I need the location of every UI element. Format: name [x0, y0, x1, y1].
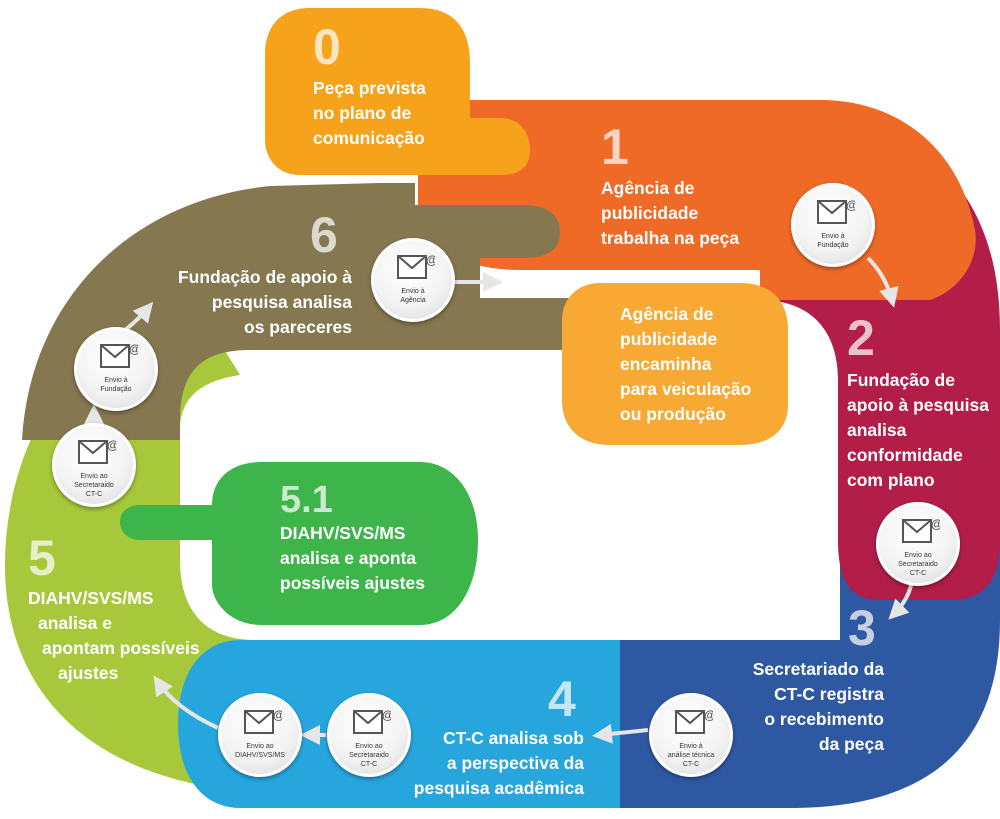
step-5-1-line-1: DIAHV/SVS/MS: [280, 523, 406, 543]
email-envelope-icon: @: [675, 708, 713, 734]
envelope-badge-7-caption: Envio à Fundação: [100, 377, 132, 393]
step-5-line-1: DIAHV/SVS/MS: [28, 588, 154, 608]
step-2-number: 2: [847, 310, 875, 366]
step-3-line-2: CT-C registra: [774, 684, 884, 704]
email-envelope-icon: @: [397, 253, 435, 279]
step-5-line-4: ajustes: [58, 663, 119, 683]
arrow-e1-to-step2: [866, 256, 899, 308]
email-envelope-icon: @: [817, 198, 855, 224]
step-6-label: Fundação de apoio à pesquisa analisa os …: [140, 265, 352, 340]
step-3-line-4: da peça: [818, 734, 884, 754]
envelope-badge-3-caption: Envio à análise técnica CT-C: [667, 743, 715, 768]
step-2-label: Fundação de apoio à pesquisa analisa con…: [847, 368, 989, 493]
step-4-number: 4: [548, 671, 576, 727]
step-5-1-label: DIAHV/SVS/MS analisa e aponta possíveis …: [280, 521, 425, 596]
email-envelope-icon: @: [353, 708, 391, 734]
step-6-number: 6: [310, 207, 338, 263]
step-5-1-line-2: analisa e aponta: [280, 548, 417, 568]
envelope-badge-8-caption: Envio à Agência: [400, 288, 426, 304]
step-3-line-1: Secretariado da: [752, 659, 884, 679]
svg-text:@: @: [107, 438, 116, 452]
side-note-line-2: publicidade: [620, 329, 718, 349]
step-2-line-1: Fundação de: [847, 370, 955, 390]
step-6-line-2: pesquisa analisa: [211, 292, 352, 312]
arrow-e3-to-step4: [592, 723, 649, 744]
envelope-badge-4-caption: Envio ao Secretaraido CT-C: [349, 743, 389, 768]
arrow-e5-to-step5: [153, 675, 219, 730]
svg-text:@: @: [129, 342, 138, 356]
step-3-number: 3: [848, 600, 876, 656]
side-note-line-4: para veiculação: [620, 379, 752, 399]
step-6-line-3: os pareceres: [244, 317, 352, 337]
email-envelope-icon: @: [902, 517, 940, 543]
step-1-line-2: publicidade: [601, 203, 699, 223]
step-4-band: [178, 640, 700, 808]
email-envelope-icon: @: [78, 438, 116, 464]
svg-text:@: @: [273, 708, 282, 722]
step-6-line-1: Fundação de apoio à: [177, 267, 352, 287]
step-3-label: Secretariado da CT-C registra o recebime…: [700, 657, 884, 757]
step-6-band: [22, 183, 618, 440]
step-1-number: 1: [601, 119, 629, 175]
email-envelope-icon: @: [100, 342, 138, 368]
step-5-number: 5: [28, 530, 56, 586]
step-2-line-2: apoio à pesquisa: [847, 395, 989, 415]
svg-text:@: @: [426, 253, 435, 267]
step-1-line-1: Agência de: [601, 178, 695, 198]
step-4-line-1: CT-C analisa sob: [442, 728, 584, 748]
step-2-line-3: analisa: [847, 420, 907, 440]
svg-text:@: @: [704, 708, 713, 722]
step-5-label: DIAHV/SVS/MS analisa e apontam possíveis…: [28, 586, 200, 686]
step-5-line-2: analisa e: [38, 613, 112, 633]
svg-text:@: @: [382, 708, 391, 722]
side-note-label: Agência de publicidade encaminha para ve…: [620, 302, 751, 427]
svg-text:@: @: [846, 198, 855, 212]
side-note-line-5: ou produção: [620, 404, 726, 424]
email-envelope-icon: @: [244, 708, 282, 734]
step-2-line-5: com plano: [847, 470, 935, 490]
step-0-line-1: Peça prevista: [313, 78, 426, 98]
step-4-label: CT-C analisa sob a perspectiva da pesqui…: [388, 726, 584, 801]
step-1-line-3: trabalha na peça: [601, 228, 740, 248]
step-0-number: 0: [313, 19, 341, 75]
step-4-line-3: pesquisa acadêmica: [413, 778, 584, 798]
step-1-label: Agência de publicidade trabalha na peça: [601, 176, 739, 251]
step-5-1-number: 5.1: [280, 479, 333, 521]
side-note-line-3: encaminha: [620, 354, 712, 374]
step-5-1-band: [120, 462, 478, 625]
step-0-line-2: no plano de: [313, 103, 412, 123]
side-note-band: [562, 283, 788, 445]
step-3-line-3: o recebimento: [764, 709, 884, 729]
envelope-badge-2-caption: Envio ao Secretaraido CT-C: [898, 552, 938, 577]
step-0-band: [265, 8, 530, 175]
step-5-1-line-3: possíveis ajustes: [280, 573, 425, 593]
envelope-badge-5-caption: Envio ao DIAHV/SVS/MS: [235, 743, 285, 759]
step-4-line-2: a perspectiva da: [446, 753, 584, 773]
envelope-badge-6-caption: Envio ao Secretaraido CT-C: [74, 473, 114, 498]
step-2-line-4: conformidade: [847, 445, 963, 465]
step-0-label: Peça prevista no plano de comunicação: [313, 76, 426, 151]
svg-text:@: @: [931, 517, 940, 531]
envelope-badge-1-caption: Envio à Fundação: [817, 233, 849, 249]
step-0-line-3: comunicação: [313, 128, 425, 148]
step-5-line-3: apontam possíveis: [42, 638, 200, 658]
side-note-line-1: Agência de: [620, 304, 714, 324]
